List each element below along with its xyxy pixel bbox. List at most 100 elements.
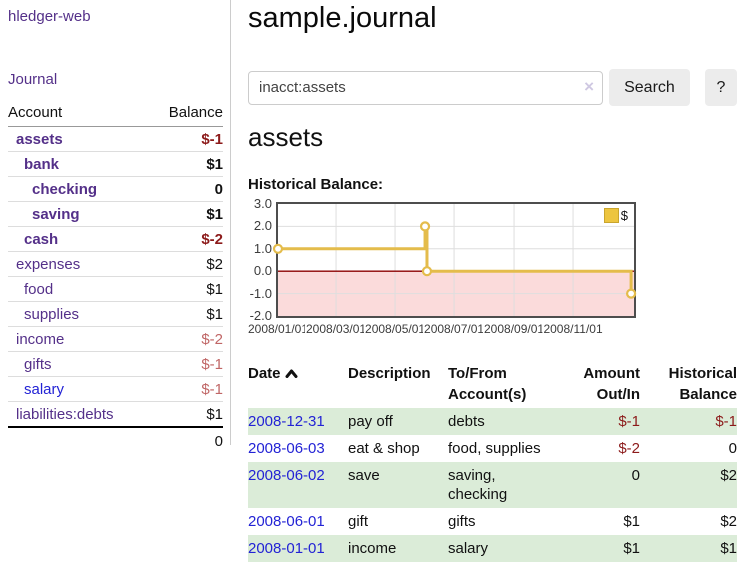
transaction-date-link[interactable]: 2008-06-01 [248, 513, 325, 530]
account-balance: $-2 [150, 226, 223, 252]
legend-swatch-icon [603, 208, 619, 223]
transaction-description: income [340, 535, 440, 562]
sidebar-account-link[interactable]: food [24, 280, 54, 298]
register-header-date[interactable]: Date [248, 360, 340, 408]
account-balance: $-1 [150, 351, 223, 377]
account-row: bank $1 [8, 151, 223, 177]
transaction-accounts: salary [440, 535, 563, 562]
transaction-date-link[interactable]: 2008-06-03 [248, 440, 325, 457]
chart-plot-area[interactable]: $ [272, 202, 637, 318]
accounts-table: Account Balance assets $-1 bank $1 checking 0… [8, 100, 223, 454]
transaction-balance: $1 [640, 535, 737, 562]
y-axis-tick-label: -2.0 [249, 308, 272, 323]
transaction-accounts: saving, checking [440, 462, 563, 508]
transaction-balance: $2 [720, 513, 737, 530]
sidebar-account-link[interactable]: assets [16, 130, 63, 148]
account-balance: $-1 [150, 126, 223, 152]
search-button[interactable]: Search [609, 69, 690, 106]
accounts-header-account: Account [8, 100, 151, 127]
register-header-accounts: To/From Account(s) [448, 365, 527, 403]
transaction-accounts: debts [440, 408, 563, 435]
sidebar-account-link[interactable]: saving [32, 205, 80, 223]
account-heading: assets [248, 122, 324, 152]
account-row: assets $-1 [8, 126, 223, 152]
transaction-amount: $1 [623, 513, 640, 530]
transaction-date-link[interactable]: 2008-01-01 [248, 540, 325, 557]
x-axis-tick-label: 2008/05/01 [364, 322, 427, 336]
historical-balance-chart[interactable]: $ 3.0 2.0 1.0 0.0 -1.0 -2.0 2008/01/01 2008/03/… [246, 196, 737, 343]
y-axis-tick-label: 0.0 [253, 263, 272, 279]
account-row: cash $-2 [8, 226, 223, 252]
register-table: Date Description To/From Account(s) Amou… [248, 360, 737, 562]
legend-label: $ [620, 208, 628, 223]
sidebar-account-link[interactable]: bank [24, 155, 60, 173]
account-balance: $1 [150, 151, 223, 177]
y-axis-tick-label: -1.0 [249, 285, 272, 301]
sidebar-account-link[interactable]: income [16, 330, 65, 348]
register-row: 2008-06-03 eat & shop food, supplies $-2 0 [248, 435, 737, 462]
app-brand-link[interactable]: hledger-web [8, 8, 91, 25]
account-balance: $2 [150, 251, 223, 277]
account-row: income $-2 [8, 326, 223, 352]
x-axis-tick-label: 2008/11/01 [542, 322, 604, 336]
account-row: supplies $1 [8, 301, 223, 327]
transaction-date-link[interactable]: 2008-12-31 [248, 413, 325, 430]
account-row: food $1 [8, 276, 223, 302]
chart-title: Historical Balance: [248, 176, 384, 193]
chart-canvas [272, 204, 637, 316]
register-row: 2008-12-31 pay off debts $-1 $-1 [248, 408, 737, 435]
transaction-amount: $1 [563, 535, 640, 562]
account-row: liabilities:debts $1 [8, 401, 223, 428]
help-button[interactable]: ? [704, 69, 737, 106]
x-axis-tick-label: 2008/01/01 [246, 322, 310, 336]
register-row: 2008-06-01 gift gifts $1 $2 [248, 508, 737, 535]
transaction-amount: $-2 [618, 440, 640, 457]
transaction-description: save [340, 462, 440, 508]
clear-search-icon[interactable]: × [584, 76, 595, 96]
account-row: checking 0 [8, 176, 223, 202]
y-axis-tick-label: 3.0 [253, 196, 272, 211]
sidebar-account-link[interactable]: liabilities:debts [16, 405, 114, 423]
account-balance: $1 [150, 401, 223, 428]
register-row: 2008-01-01 income salary $1 $1 [248, 535, 737, 562]
register-row: 2008-06-02 save saving, checking 0 $2 [248, 462, 737, 508]
y-axis-tick-label: 1.0 [253, 240, 272, 256]
account-balance: $-2 [150, 326, 223, 352]
account-row: expenses $2 [8, 251, 223, 277]
register-header-description: Description [348, 365, 431, 382]
accounts-header-balance: Balance [150, 100, 223, 127]
accounts-total-row: 0 [8, 426, 223, 454]
y-axis-tick-label: 2.0 [253, 218, 272, 234]
transaction-date-link[interactable]: 2008-06-02 [248, 467, 325, 484]
sidebar-account-link[interactable]: supplies [24, 305, 80, 323]
transaction-balance: 0 [728, 440, 737, 457]
sidebar-account-link[interactable]: gifts [24, 355, 52, 373]
transaction-accounts: food, supplies [448, 440, 541, 457]
sidebar-account-link[interactable]: salary [24, 380, 65, 398]
account-balance: $1 [150, 276, 223, 302]
x-axis-tick-label: 2008/03/01 [305, 322, 368, 336]
account-row: saving $1 [8, 201, 223, 227]
sidebar-account-link[interactable]: cash [24, 230, 59, 248]
transaction-description: pay off [340, 408, 440, 435]
sidebar: hledger-web Journal Account Balance asse… [0, 0, 231, 454]
sidebar-account-link[interactable]: expenses [16, 255, 81, 273]
search-input[interactable] [248, 70, 604, 105]
transaction-description: gift [348, 513, 369, 530]
sidebar-account-link[interactable]: checking [32, 180, 98, 198]
chart-legend: $ [601, 207, 630, 224]
register-header-amount: Amount Out/In [583, 365, 640, 403]
page-title: sample.journal [248, 2, 437, 34]
accounts-total-balance: 0 [150, 426, 223, 454]
account-balance: $-1 [150, 376, 223, 402]
sidebar-item-journal[interactable]: Journal [8, 71, 58, 88]
transaction-amount: 0 [563, 462, 640, 508]
transaction-description: eat & shop [348, 440, 420, 457]
register-header-balance: Historical Balance [668, 365, 737, 403]
x-axis-tick-label: 2008/09/01 [483, 322, 546, 336]
account-row: salary $-1 [8, 376, 223, 402]
transaction-balance: $2 [640, 462, 737, 508]
account-balance: $1 [150, 301, 223, 327]
transaction-balance: $-1 [640, 408, 737, 435]
search-bar: × Search ? [248, 69, 737, 106]
